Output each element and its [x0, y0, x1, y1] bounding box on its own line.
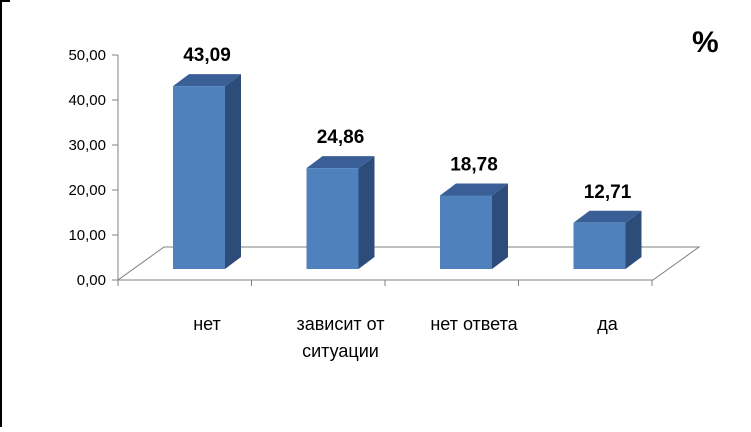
- x-category-label-line: зависит от: [296, 314, 384, 334]
- bar-front: [306, 168, 359, 269]
- chart-floor: [116, 246, 701, 281]
- bar-top: [440, 183, 508, 196]
- bar-side: [225, 74, 241, 269]
- bar-side: [625, 210, 642, 269]
- unit-label: %: [692, 26, 719, 59]
- data-label: 43,09: [183, 45, 231, 66]
- bar-side: [492, 183, 508, 269]
- bar-top: [173, 74, 241, 87]
- data-label: 24,86: [317, 127, 365, 148]
- x-category-label-line: нет ответа: [430, 314, 518, 334]
- y-tick-label: 50,00: [68, 47, 106, 64]
- y-tick-label: 30,00: [68, 137, 106, 154]
- bar: [440, 183, 508, 269]
- bar: [306, 156, 375, 269]
- x-category-label: нет: [193, 314, 221, 334]
- bar-side: [358, 156, 375, 269]
- bar-top: [306, 156, 375, 169]
- bar-front: [573, 222, 626, 269]
- y-tick-label: 10,00: [68, 227, 106, 244]
- x-category-label-line: да: [597, 314, 619, 334]
- bar: [573, 210, 642, 269]
- bar-top: [573, 210, 642, 223]
- bar-front: [440, 195, 492, 269]
- x-category-label: нет ответа: [430, 314, 518, 334]
- bar-front: [173, 86, 225, 269]
- x-category-label: зависит от ситуации: [296, 314, 384, 361]
- x-category-label-line: нет: [193, 314, 221, 334]
- data-label: 12,71: [584, 182, 632, 203]
- data-label: 18,78: [450, 154, 498, 175]
- x-category-label: да: [597, 314, 619, 334]
- x-category-label-line: ситуации: [302, 341, 379, 361]
- y-tick-label: 20,00: [68, 182, 106, 199]
- bar: [173, 74, 241, 269]
- y-tick-label: 40,00: [68, 92, 106, 109]
- y-tick-label: 0,00: [77, 272, 106, 289]
